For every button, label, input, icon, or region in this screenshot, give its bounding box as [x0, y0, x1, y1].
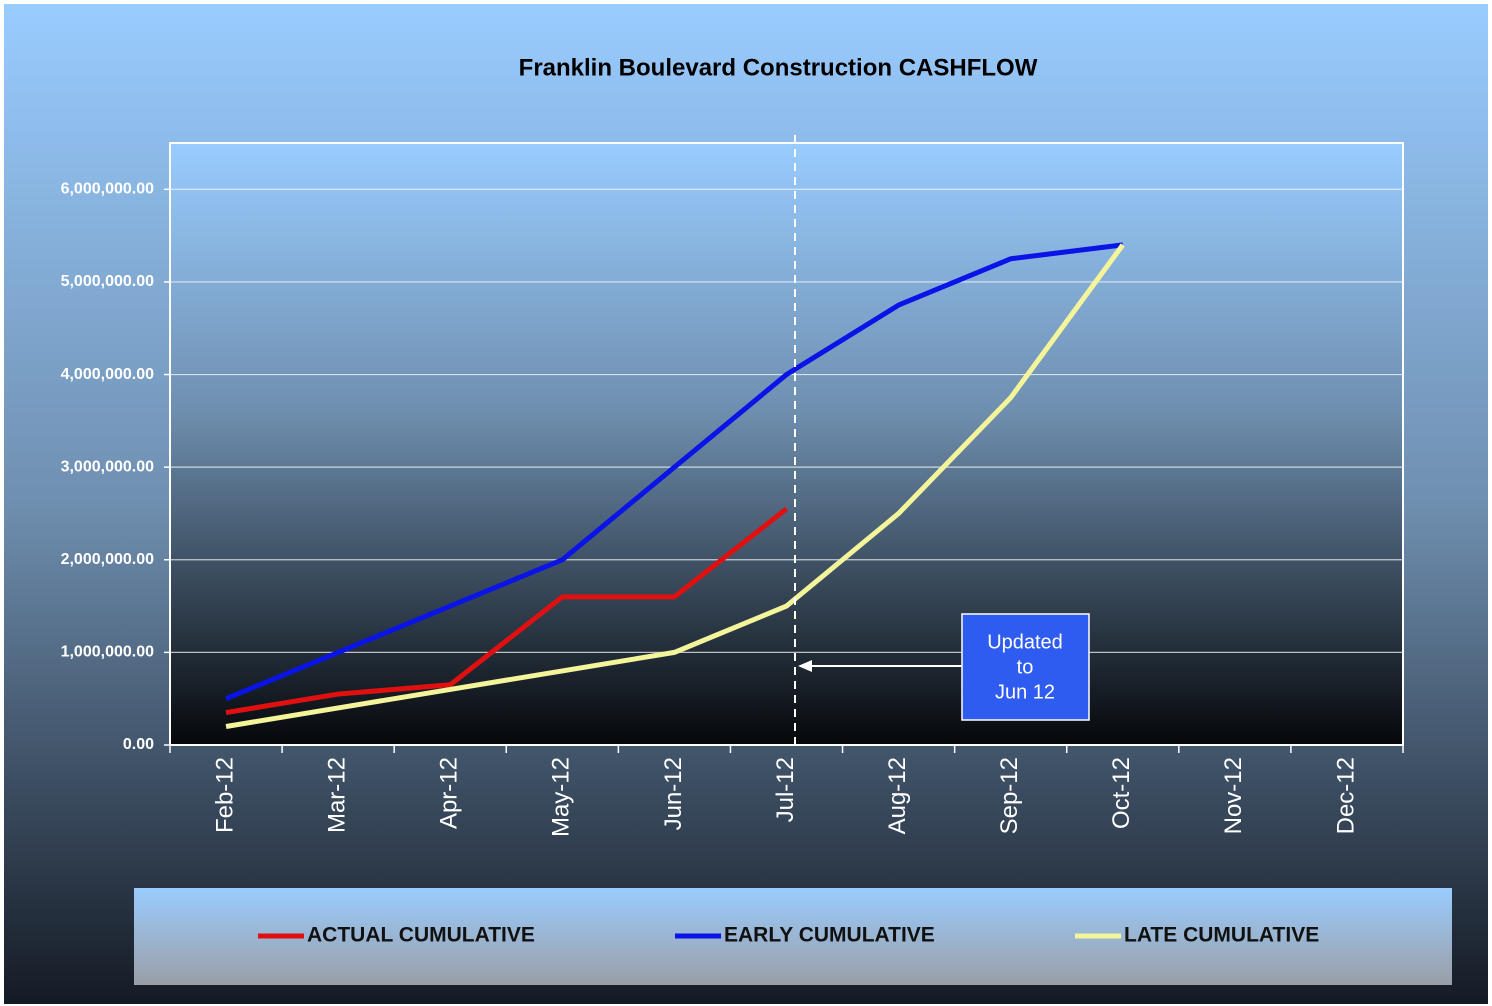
series-line	[225, 243, 1125, 729]
annotation-text: to	[1017, 656, 1034, 678]
x-tick-label: Dec-12	[1332, 757, 1359, 834]
x-tick-label: May-12	[548, 757, 575, 837]
annotation-text: Updated	[987, 631, 1063, 653]
x-tick-label: Feb-12	[211, 757, 238, 833]
annotation-box	[961, 613, 1090, 721]
legend-label: ACTUAL CUMULATIVE	[307, 924, 535, 947]
y-tick-label: 1,000,000.00	[61, 644, 155, 661]
x-tick-label: Jul-12	[772, 757, 799, 822]
x-tick-label: Jun-12	[660, 757, 687, 830]
y-tick-label: 4,000,000.00	[61, 366, 155, 383]
y-tick-label: 0.00	[123, 736, 154, 753]
y-tick-label: 6,000,000.00	[61, 181, 155, 198]
x-tick-label: Apr-12	[436, 757, 463, 829]
legend-label: EARLY CUMULATIVE	[724, 924, 935, 947]
y-tick-label: 3,000,000.00	[61, 458, 155, 475]
x-tick-label: Sep-12	[996, 757, 1023, 834]
y-tick-label: 5,000,000.00	[61, 273, 155, 290]
x-tick-label: Aug-12	[884, 757, 911, 834]
series-line	[225, 242, 1124, 702]
y-tick-label: 2,000,000.00	[61, 551, 155, 568]
x-tick-label: Oct-12	[1108, 757, 1135, 829]
legend	[134, 888, 1452, 985]
plot-area	[169, 142, 1404, 746]
legend-label: LATE CUMULATIVE	[1124, 924, 1319, 947]
series-line	[225, 506, 789, 716]
x-tick-label: Mar-12	[323, 757, 350, 833]
x-tick-label: Nov-12	[1220, 757, 1247, 834]
annotation-arrowhead	[798, 660, 812, 672]
chart-title: Franklin Boulevard Construction CASHFLOW	[519, 54, 1038, 81]
annotation-text: Jun 12	[995, 681, 1055, 703]
